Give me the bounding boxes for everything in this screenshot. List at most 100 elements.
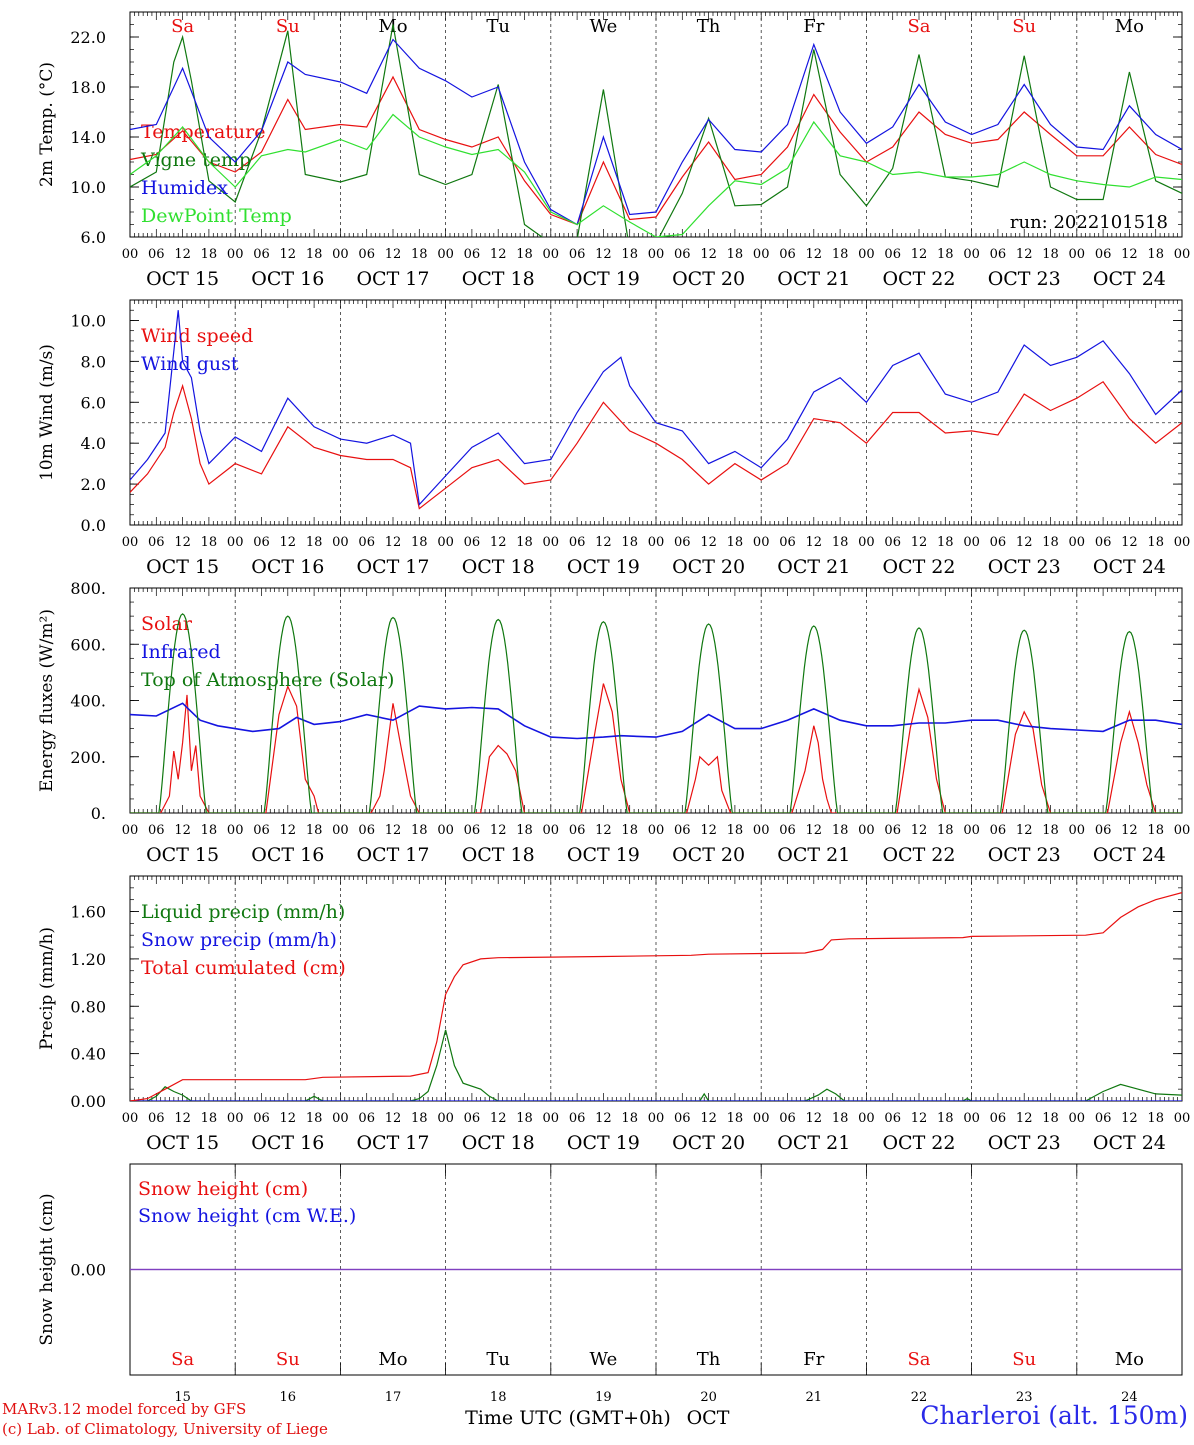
y-tick-label: 2.0 <box>81 475 106 494</box>
series-line-temperature <box>130 75 1182 226</box>
hour-tick-label: 06 <box>1095 535 1112 550</box>
hour-tick-label: 06 <box>884 535 901 550</box>
hour-tick-label: 06 <box>148 1111 165 1126</box>
day-name: Su <box>1012 16 1036 37</box>
day-number: 21 <box>806 1390 823 1405</box>
hour-tick-label: 12 <box>280 247 297 262</box>
hour-tick-label: 00 <box>753 823 770 838</box>
legend-entry: Snow height (cm) <box>138 1178 308 1200</box>
hour-tick-label: 12 <box>1121 1111 1138 1126</box>
date-label: OCT 15 <box>146 844 219 866</box>
date-label: OCT 23 <box>988 844 1061 866</box>
date-label: OCT 18 <box>462 1132 535 1154</box>
date-label: OCT 22 <box>882 556 955 578</box>
hour-tick-label: 12 <box>1016 1111 1033 1126</box>
hour-tick-label: 12 <box>385 1111 402 1126</box>
panel-snow: 0.00 Snow height (cm) Sa Su Mo Tu We Th Fr Sa Su Mo… <box>37 1163 1183 1405</box>
hour-tick-label: 06 <box>990 823 1007 838</box>
hour-tick-label: 12 <box>700 823 717 838</box>
hour-tick-label: 06 <box>148 247 165 262</box>
hour-tick-label: 12 <box>700 1111 717 1126</box>
date-label: OCT 18 <box>462 844 535 866</box>
y-tick-label: 6.0 <box>81 228 106 247</box>
day-name: Mo <box>378 1349 407 1370</box>
panel-wind: 0.0 2.0 4.0 6.0 8.0 10.0 10m Wind (m/s) 00 06 12 1… <box>37 299 1190 578</box>
hour-tick-label: 06 <box>253 535 270 550</box>
hour-tick-label: 18 <box>1042 1111 1059 1126</box>
hour-tick-label: 00 <box>122 247 139 262</box>
hour-tick-label: 06 <box>1095 823 1112 838</box>
date-label: OCT 20 <box>672 268 745 290</box>
day-name: Th <box>697 16 721 37</box>
hour-tick-label: 18 <box>1042 823 1059 838</box>
panel-precip: 0.00 0.40 0.80 1.20 1.60 Precip (mm/h) 00 06 12 1… <box>37 875 1190 1154</box>
hour-tick-label: 12 <box>595 247 612 262</box>
series-line-dewpoint-temp <box>130 113 1182 237</box>
hour-tick-label: 18 <box>832 535 849 550</box>
hour-tick-label: 18 <box>621 1111 638 1126</box>
hour-tick-label: 00 <box>963 1111 980 1126</box>
hour-tick-label: 18 <box>306 535 323 550</box>
day-number: 15 <box>174 1390 191 1405</box>
hour-tick-label: 00 <box>648 247 665 262</box>
hour-tick-label: 18 <box>201 823 218 838</box>
hour-tick-label: 12 <box>174 1111 191 1126</box>
hour-tick-label: 18 <box>727 535 744 550</box>
hour-tick-label: 00 <box>227 535 244 550</box>
series-line-humidex <box>130 38 1182 226</box>
y-tick-label: 800. <box>70 579 106 598</box>
legend-entry: Infrared <box>141 641 221 663</box>
hour-tick-label: 00 <box>648 823 665 838</box>
day-name: Th <box>697 1349 721 1370</box>
hour-tick-label: 18 <box>621 247 638 262</box>
hour-tick-label: 06 <box>464 823 481 838</box>
hour-tick-label: 12 <box>700 535 717 550</box>
hour-tick-label: 18 <box>1147 535 1164 550</box>
hour-tick-label: 00 <box>753 247 770 262</box>
legend-entry: Wind gust <box>141 353 239 375</box>
hour-tick-label: 00 <box>122 535 139 550</box>
y-tick-label: 10.0 <box>70 311 106 330</box>
panel-energy: 0. 200. 400. 600. 800. Energy fluxes (W/m²) 00… <box>37 579 1190 866</box>
hour-tick-label: 06 <box>569 823 586 838</box>
date-label: OCT 15 <box>146 556 219 578</box>
hour-tick-label: 06 <box>779 823 796 838</box>
date-label: OCT 19 <box>567 1132 640 1154</box>
hour-tick-label: 12 <box>490 247 507 262</box>
hour-tick-label: 00 <box>753 535 770 550</box>
day-number: 22 <box>911 1390 928 1405</box>
series-line-top-of-atmosphere-solar- <box>130 613 1182 813</box>
hour-tick-label: 06 <box>674 247 691 262</box>
legend-entry: Temperature <box>141 121 265 143</box>
hour-tick-label: 12 <box>911 247 928 262</box>
date-label: OCT 21 <box>777 268 850 290</box>
hour-tick-label: 12 <box>911 823 928 838</box>
hour-tick-label: 00 <box>1069 247 1086 262</box>
y-tick-label: 0.00 <box>70 1261 106 1280</box>
hour-tick-label: 00 <box>437 1111 454 1126</box>
hour-tick-label: 06 <box>464 1111 481 1126</box>
hour-tick-label: 18 <box>306 1111 323 1126</box>
y-tick-label: 8.0 <box>81 352 106 371</box>
date-label: OCT 19 <box>567 268 640 290</box>
date-label: OCT 22 <box>882 844 955 866</box>
hour-tick-label: 12 <box>490 535 507 550</box>
panel-temperature: 6.0 10.0 14.0 18.0 22.0 2m Temp. (°C) 00 06 12 18… <box>37 11 1190 290</box>
y-axis-title: 10m Wind (m/s) <box>37 344 57 481</box>
day-name: Su <box>276 16 300 37</box>
hour-tick-label: 12 <box>1016 823 1033 838</box>
hour-tick-label: 00 <box>332 823 349 838</box>
hour-tick-label: 06 <box>779 1111 796 1126</box>
date-label: OCT 18 <box>462 268 535 290</box>
hour-tick-label: 06 <box>253 247 270 262</box>
day-number: 19 <box>595 1390 612 1405</box>
y-tick-label: 1.20 <box>70 950 106 969</box>
hour-tick-label: 18 <box>832 823 849 838</box>
legend-entry: Liquid precip (mm/h) <box>141 901 345 923</box>
hour-tick-label: 06 <box>674 1111 691 1126</box>
hour-tick-label: 06 <box>358 823 375 838</box>
hour-tick-label: 00 <box>543 247 560 262</box>
y-tick-label: 1.60 <box>70 903 106 922</box>
hour-tick-label: 12 <box>595 1111 612 1126</box>
